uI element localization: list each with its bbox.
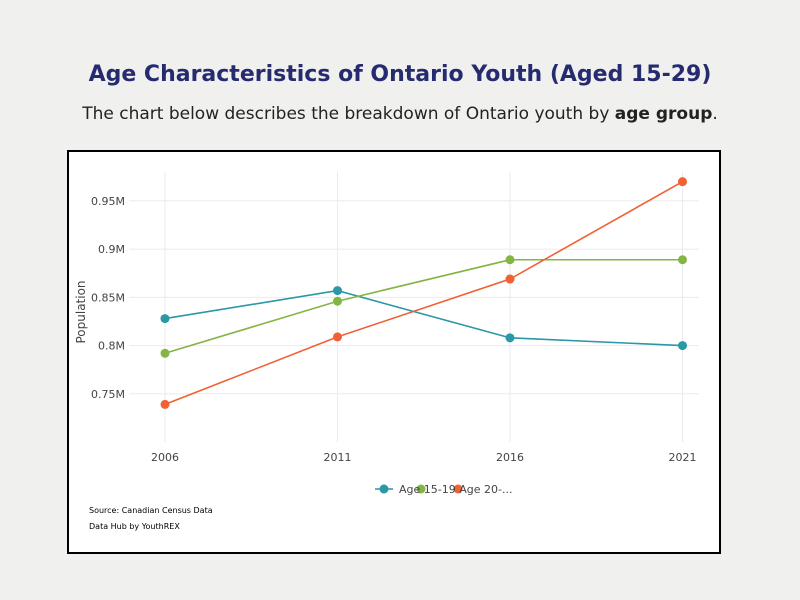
- page-subtitle: The chart below describes the breakdown …: [0, 104, 800, 124]
- data-point: [678, 177, 687, 187]
- x-tick-label: 2016: [496, 451, 524, 464]
- subtitle-text: The chart below describes the breakdown …: [82, 104, 615, 124]
- page-title: Age Characteristics of Ontario Youth (Ag…: [88, 62, 712, 87]
- data-point: [160, 399, 170, 409]
- data-point: [505, 255, 515, 265]
- line-chart: 0.75M 0.8M 0.85M 0.9M 0.95M 2006 2011 2016 2021 P…: [74, 172, 699, 496]
- x-tick-label: 2021: [669, 451, 697, 464]
- chart-card: 0.75M 0.8M 0.85M 0.9M 0.95M 2006 2011 2016 2021 P…: [67, 150, 721, 554]
- subtitle-period: .: [712, 104, 718, 124]
- data-point: [333, 296, 342, 306]
- subtitle-emphasis: age group: [614, 104, 713, 124]
- legend-marker: [379, 484, 389, 494]
- data-point: [333, 286, 342, 296]
- source-note: Source: Canadian Census Data: [89, 506, 213, 515]
- series-line: [164, 289, 683, 347]
- x-tick-label: 2006: [151, 451, 179, 464]
- legend-text: Age 15-19 Age 20-...: [399, 483, 512, 496]
- data-point: [160, 314, 170, 324]
- y-axis-label: Population: [74, 280, 88, 343]
- series-line: [164, 180, 683, 406]
- y-tick-label: 0.8M: [98, 340, 125, 353]
- y-tick-label: 0.9M: [98, 243, 125, 256]
- data-point: [333, 332, 342, 342]
- credit-note: Data Hub by YouthREX: [89, 522, 180, 531]
- data-point: [160, 348, 170, 358]
- data-point: [505, 274, 515, 284]
- data-point: [678, 341, 687, 351]
- y-tick-label: 0.85M: [91, 291, 125, 304]
- legend-marker: [453, 484, 463, 494]
- data-point: [505, 333, 515, 343]
- series-line: [164, 258, 683, 355]
- y-tick-label: 0.95M: [91, 195, 125, 208]
- data-point: [678, 255, 687, 265]
- x-tick-label: 2011: [324, 451, 352, 464]
- y-tick-label: 0.75M: [91, 388, 125, 401]
- legend-marker: [416, 484, 426, 494]
